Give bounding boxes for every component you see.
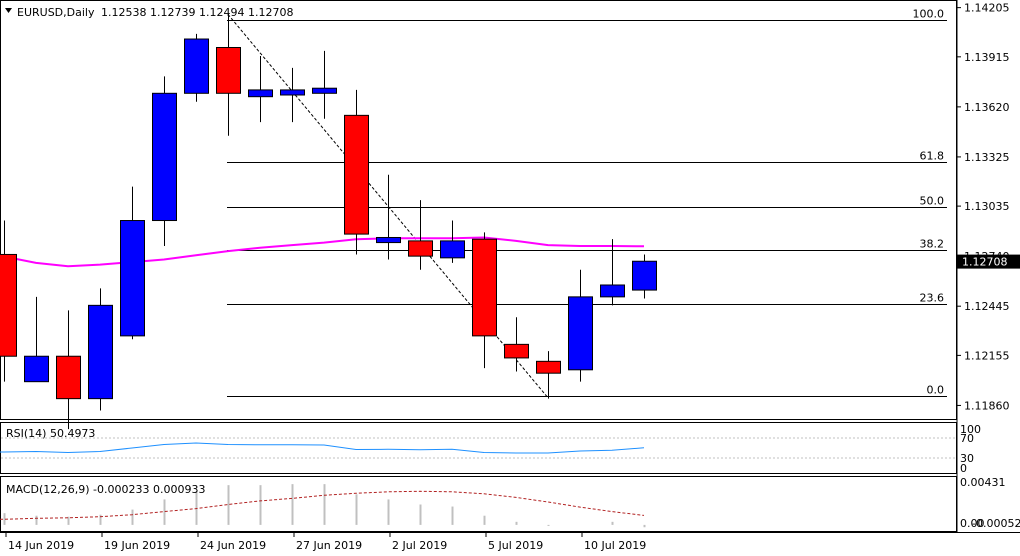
candle <box>568 269 593 382</box>
fib-level-label: 50.0 <box>920 195 945 208</box>
ma-line <box>0 236 645 268</box>
candle-body <box>632 260 657 291</box>
fib-level-label: 61.8 <box>920 150 945 163</box>
price-tick-label: 1.13620 <box>964 101 1010 114</box>
candle-body <box>504 343 529 359</box>
candle <box>216 13 241 136</box>
macd-tick-label: 0.00431 <box>960 476 1006 489</box>
candle <box>248 55 273 123</box>
candle-body <box>88 304 113 400</box>
candle-body <box>216 46 241 94</box>
ohlc-label: 1.12538 1.12739 1.12494 1.12708 <box>101 6 293 19</box>
candle <box>536 351 561 399</box>
candle <box>440 220 465 263</box>
time-tick-label: 2 Jul 2019 <box>392 539 447 552</box>
candle <box>504 317 529 372</box>
fib-level-label: 0.0 <box>927 384 945 397</box>
time-tick-label: 24 Jun 2019 <box>200 539 266 552</box>
time-tick-label: 19 Jun 2019 <box>104 539 170 552</box>
rsi-tick-label: 30 <box>960 452 974 465</box>
fib-level-label: 38.2 <box>920 238 945 251</box>
candle <box>184 33 209 102</box>
price-tick-label: 1.12155 <box>964 349 1010 362</box>
candle-body <box>280 89 305 96</box>
macd-tick-label: 0.00 <box>960 517 985 530</box>
candle-body <box>0 253 17 357</box>
fib-level-label: 23.6 <box>920 292 945 305</box>
candle <box>472 232 497 369</box>
candle-body <box>312 87 337 94</box>
time-axis: 14 Jun 2019 19 Jun 2019 24 Jun 2019 27 Jun … <box>5 532 646 552</box>
candlesticks <box>0 13 657 430</box>
candle-body <box>120 220 145 337</box>
chart-menu-triangle-icon[interactable] <box>5 8 12 13</box>
candle-body <box>24 355 49 383</box>
rsi-line <box>0 442 645 454</box>
candle-body <box>472 238 497 337</box>
price-axis: 1.14205 1.13915 1.13620 1.13325 1.13035 1.127… <box>957 2 1010 412</box>
macd-label: MACD(12,26,9) -0.000233 0.000933 <box>6 483 205 496</box>
candle <box>280 67 305 123</box>
candle <box>376 174 401 260</box>
price-tick-label: 1.13035 <box>964 200 1010 213</box>
price-tick-label: 1.13325 <box>964 151 1010 164</box>
price-tick-label: 1.11860 <box>964 399 1010 412</box>
time-tick-label: 14 Jun 2019 <box>8 539 74 552</box>
candle <box>600 239 625 306</box>
candle <box>344 89 369 255</box>
candle <box>632 254 657 299</box>
candle <box>312 50 337 119</box>
price-tick-label: 1.14205 <box>964 2 1010 15</box>
candle-body <box>184 38 209 94</box>
candle <box>88 288 113 411</box>
time-tick-label: 27 Jun 2019 <box>296 539 362 552</box>
rsi-label: RSI(14) 50.4973 <box>6 427 95 440</box>
rsi-panel[interactable] <box>0 422 957 474</box>
candle-body <box>568 296 593 371</box>
current-price-tag <box>957 254 1020 269</box>
candle-body <box>344 114 369 235</box>
candle-body <box>408 240 433 257</box>
time-tick-label: 10 Jul 2019 <box>584 539 646 552</box>
rsi-tick-label: 70 <box>960 432 974 445</box>
rsi-tick-label: 100 <box>960 423 981 436</box>
candle <box>120 186 145 340</box>
candle <box>24 296 49 383</box>
candle <box>408 200 433 270</box>
candle <box>56 310 81 430</box>
candle-body <box>440 240 465 259</box>
price-tick-label: 1.13915 <box>964 51 1010 64</box>
candle <box>152 76 177 246</box>
macd-panel[interactable] <box>0 476 957 532</box>
fib-level-label: 100.0 <box>913 8 945 21</box>
candle-body <box>600 284 625 298</box>
candle-body <box>56 355 81 400</box>
rsi-tick-label: 0 <box>960 462 967 475</box>
moving-average <box>0 236 645 268</box>
candle-body <box>248 89 273 98</box>
current-price-label: 1.12708 <box>962 256 1008 269</box>
macd-tick-label: -0.000523 <box>972 517 1020 530</box>
time-tick-label: 5 Jul 2019 <box>488 539 543 552</box>
price-tick-label: 1.12445 <box>964 300 1010 313</box>
candle <box>0 220 17 382</box>
candle-body <box>152 92 177 222</box>
candle-body <box>376 236 401 244</box>
candle-body <box>536 360 561 374</box>
macd-indicator: 0.00431 0.00-0.000523 <box>0 476 1020 530</box>
symbol-label: EURUSD,Daily <box>17 6 95 19</box>
price-panel[interactable] <box>0 0 957 420</box>
